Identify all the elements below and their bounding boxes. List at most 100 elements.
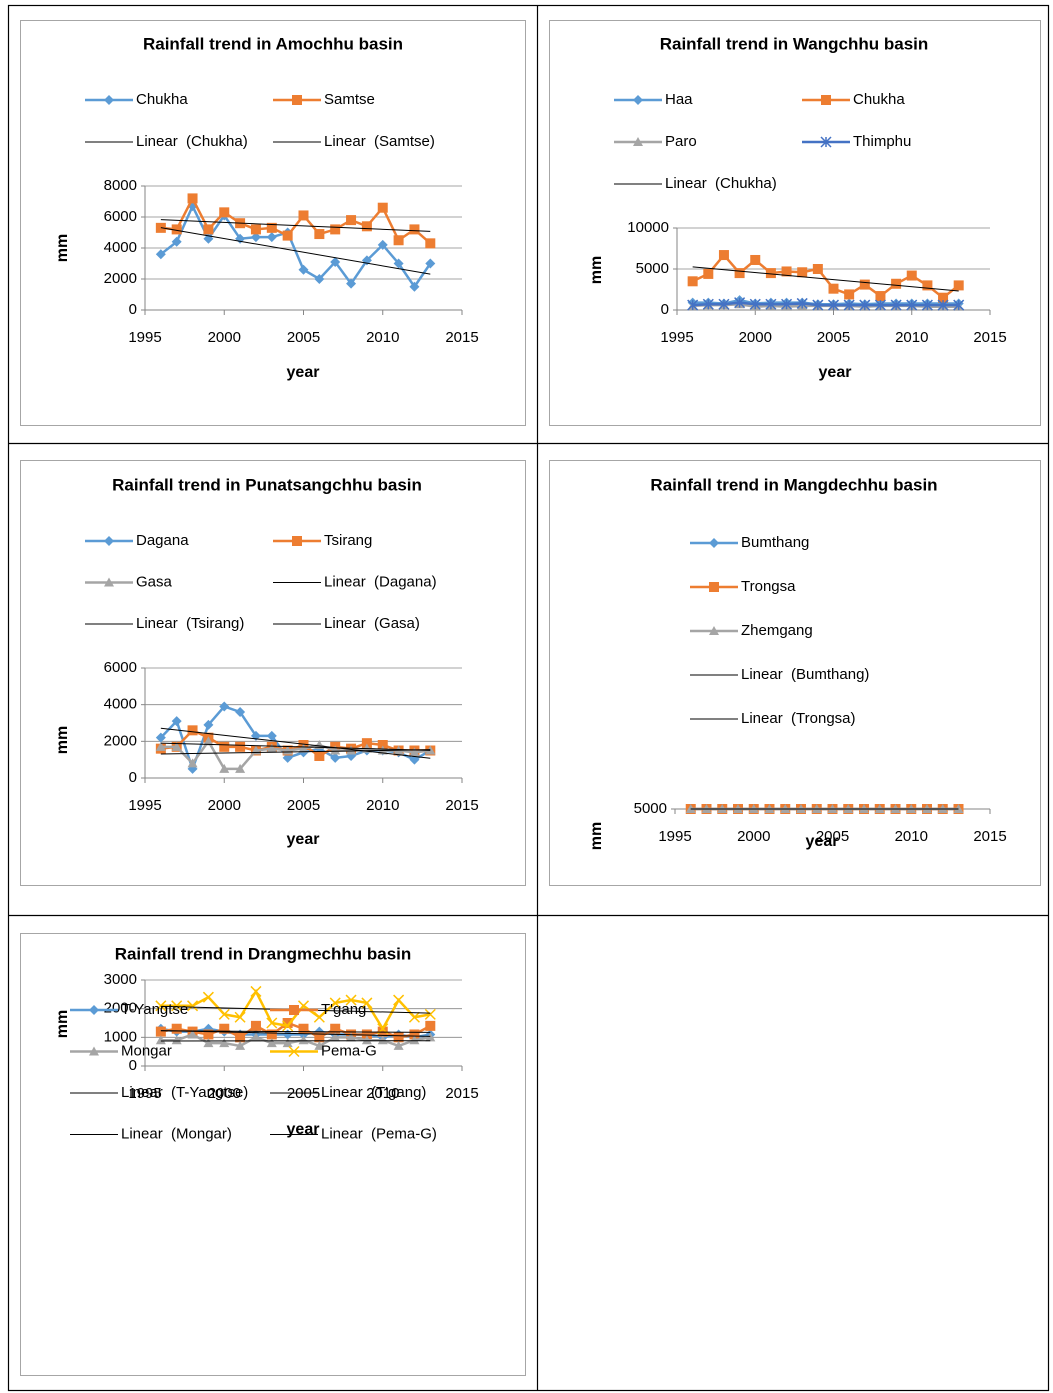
marker xyxy=(155,249,166,260)
trendline xyxy=(160,742,431,751)
x-axis-label: year xyxy=(287,364,320,381)
legend-label: Linear (T'gang) xyxy=(321,1084,426,1101)
marker xyxy=(298,1035,309,1045)
marker xyxy=(314,229,325,240)
marker xyxy=(361,221,372,232)
marker xyxy=(377,1035,388,1045)
y-tick-label: 6000 xyxy=(104,659,137,676)
legend-marker xyxy=(292,95,302,105)
marker xyxy=(750,254,761,265)
x-tick-label: 2010 xyxy=(366,1085,399,1102)
marker xyxy=(298,1023,309,1034)
y-tick-label: 0 xyxy=(129,301,137,318)
y-axis-label: mm xyxy=(54,234,71,262)
marker xyxy=(425,238,436,249)
x-tick-label: 2005 xyxy=(287,797,320,814)
marker xyxy=(250,224,261,235)
marker xyxy=(377,202,388,213)
marker xyxy=(155,741,166,751)
marker xyxy=(330,256,341,267)
marker xyxy=(687,276,698,287)
marker xyxy=(781,266,792,277)
legend-marker xyxy=(709,538,719,548)
legend-marker xyxy=(709,582,719,592)
marker xyxy=(314,1040,325,1050)
legend-label: Samtse xyxy=(324,91,375,108)
x-tick-label: 2000 xyxy=(208,1085,241,1102)
marker xyxy=(298,264,309,275)
marker xyxy=(687,299,699,311)
marker xyxy=(361,738,372,749)
marker xyxy=(219,1023,230,1034)
marker xyxy=(937,299,949,311)
marker xyxy=(155,1035,166,1045)
marker xyxy=(282,230,293,241)
marker xyxy=(250,1020,261,1031)
legend-label: Linear (Pema-G) xyxy=(321,1125,437,1142)
marker xyxy=(875,291,886,302)
marker xyxy=(718,298,730,310)
chart: Rainfall trend in Punatsangchhu basin 0 20… xyxy=(20,460,526,886)
y-tick-label: 8000 xyxy=(104,177,137,194)
y-tick-label: 5000 xyxy=(636,260,669,277)
legend-marker xyxy=(289,1005,299,1015)
legend-marker xyxy=(821,95,831,105)
marker xyxy=(330,1023,341,1034)
legend-label: Dagana xyxy=(136,532,189,549)
marker xyxy=(409,1035,420,1045)
marker xyxy=(812,264,823,274)
x-tick-label: 2015 xyxy=(445,1085,478,1102)
y-tick-label: 5000 xyxy=(634,800,667,817)
marker xyxy=(718,250,729,261)
trendline xyxy=(160,727,431,759)
marker xyxy=(765,268,776,279)
x-tick-label: 2010 xyxy=(895,828,928,845)
marker xyxy=(298,743,309,753)
marker xyxy=(393,1032,404,1043)
legend-label: Trongsa xyxy=(741,578,796,595)
y-tick-label: 4000 xyxy=(104,696,137,713)
trendline xyxy=(160,749,431,755)
marker xyxy=(844,289,855,300)
marker xyxy=(797,267,808,278)
marker xyxy=(171,236,182,247)
marker xyxy=(377,239,388,250)
marker xyxy=(345,994,357,1006)
marker xyxy=(749,298,761,310)
legend-label: Linear (Chukha) xyxy=(136,133,248,150)
legend-label: Linear (Samtse) xyxy=(324,133,435,150)
marker xyxy=(266,222,277,233)
legend-marker xyxy=(104,95,114,105)
marker xyxy=(812,299,824,311)
legend-label: Haa xyxy=(665,91,693,108)
x-tick-label: 2005 xyxy=(816,828,849,845)
y-axis-label: mm xyxy=(588,256,605,284)
marker xyxy=(361,1035,372,1045)
legend-marker xyxy=(292,536,302,546)
x-tick-label: 1995 xyxy=(658,828,691,845)
marker xyxy=(843,299,855,311)
x-tick-label: 1995 xyxy=(128,329,161,346)
marker xyxy=(187,1000,199,1012)
marker xyxy=(890,299,902,311)
legend-marker xyxy=(104,577,114,587)
marker xyxy=(187,725,198,736)
x-axis-label: year xyxy=(287,831,320,848)
x-axis-label: year xyxy=(819,364,852,381)
marker xyxy=(409,747,420,757)
marker xyxy=(266,1017,278,1029)
marker xyxy=(235,1040,246,1050)
y-axis-label: mm xyxy=(54,726,71,754)
y-tick-label: 2000 xyxy=(104,732,137,749)
legend-label: Linear (T-Yangtse) xyxy=(121,1084,248,1101)
legend-marker xyxy=(288,1045,300,1058)
y-tick-label: 0 xyxy=(661,301,669,318)
x-axis-label: year xyxy=(806,833,839,850)
marker xyxy=(330,1032,341,1042)
marker xyxy=(171,1023,182,1034)
x-tick-label: 2010 xyxy=(366,797,399,814)
y-axis-label: mm xyxy=(588,822,605,850)
marker xyxy=(874,299,886,311)
marker xyxy=(734,297,746,309)
